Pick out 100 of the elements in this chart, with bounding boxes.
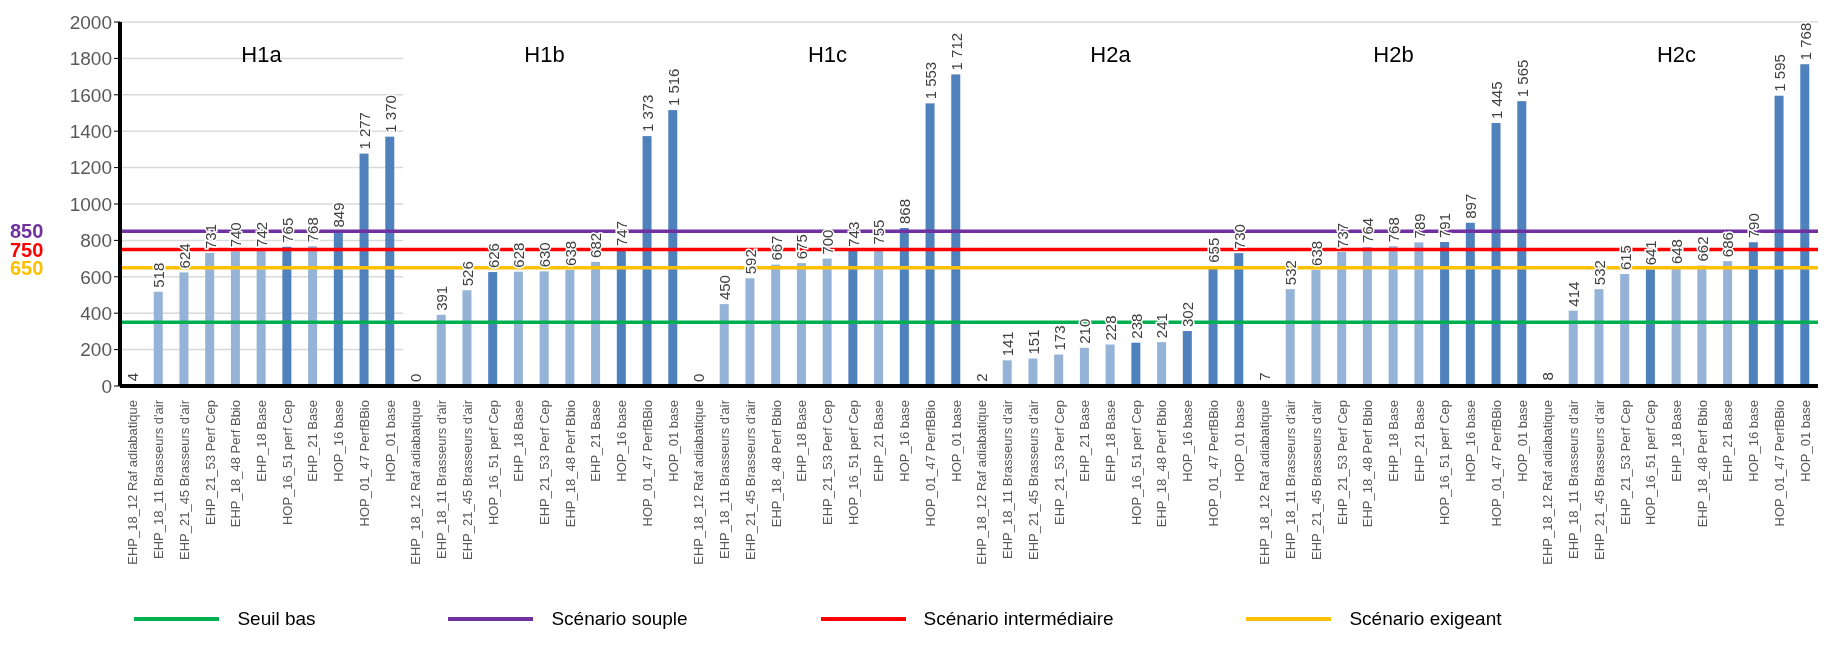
data-label: 518 <box>150 262 168 288</box>
x-tick-label: HOP_16_51 perf Cep <box>1643 400 1659 526</box>
bar <box>1645 269 1655 386</box>
x-tick-label: HOP_01 base <box>1231 400 1247 482</box>
x-tick-label: EHP_21_53 Perf Cep <box>537 400 552 526</box>
data-label: 592 <box>741 249 759 275</box>
data-label: 1 373 <box>638 94 656 133</box>
x-tick-label: EHP_18_48 Perf Bbio <box>1154 400 1170 528</box>
y-tick-label: 1600 <box>69 84 112 106</box>
x-tick-label: HOP_01_47 PerfBBio <box>922 400 938 527</box>
x-tick-label: HOP_01 base <box>382 400 398 482</box>
x-tick-label: EHP_18_48 Perf Bbio <box>1694 400 1710 528</box>
data-label: 730 <box>1230 224 1248 250</box>
bar <box>1440 242 1450 386</box>
bar <box>1054 354 1064 386</box>
x-tick-label: EHP_18 Base <box>794 400 810 482</box>
bar <box>1568 310 1578 386</box>
bar <box>1234 253 1244 386</box>
x-tick-label: HOP_01 base <box>1514 400 1530 482</box>
data-label: 731 <box>201 223 219 249</box>
data-label: 764 <box>1359 217 1377 243</box>
bar <box>1414 242 1424 386</box>
text: H2c <box>1656 42 1697 67</box>
x-tick-label: EHP_21 Base <box>871 400 887 482</box>
x-tick-label: EHP_18 Base <box>511 400 527 482</box>
x-tick-label: HOP_16_51 perf Cep <box>279 400 295 526</box>
data-label: 0 <box>407 373 425 382</box>
bar <box>719 304 729 386</box>
data-label: 173 <box>1050 325 1068 351</box>
x-tick-label: HOP_01 base <box>948 400 964 482</box>
data-label: 740 <box>227 222 245 248</box>
bar <box>333 231 343 386</box>
bar <box>462 290 472 386</box>
x-tick-label: EHP_18_48 Perf Bbio <box>768 400 784 528</box>
x-tick-label: EHP_18_12 Raf adiabatique <box>408 400 424 565</box>
bar <box>230 251 240 386</box>
bar <box>1105 344 1115 386</box>
bar <box>1079 347 1089 386</box>
y-tick-label: 1800 <box>69 48 112 70</box>
bar <box>1285 289 1295 386</box>
x-tick-label: EHP_18_12 Raf adiabatique <box>691 400 707 565</box>
x-tick-label: EHP_18_11 Brasseurs d'air <box>1000 399 1016 560</box>
x-tick-label: HOP_01_47 PerfBBio <box>356 400 372 527</box>
bar <box>205 252 215 386</box>
bar <box>591 261 601 386</box>
y-tick-label: 1400 <box>69 120 112 142</box>
data-label: 151 <box>1024 329 1042 355</box>
bar <box>1388 246 1398 386</box>
bar <box>1208 266 1218 386</box>
x-tick-label: EHP_18_11 Brasseurs d'air <box>1283 399 1299 560</box>
bar <box>668 110 678 386</box>
data-label: 755 <box>870 219 888 245</box>
x-tick-label: EHP_21_45 Brasseurs d'air <box>176 399 192 561</box>
legend-label: Scénario souple <box>551 608 688 630</box>
data-label: 141 <box>999 331 1017 357</box>
legend-label: Seuil bas <box>237 608 316 630</box>
data-label: 1 712 <box>947 32 965 71</box>
data-label: 241 <box>1153 313 1171 339</box>
bar <box>745 278 755 386</box>
bar <box>1620 274 1630 386</box>
legend-label: Scénario intermédiaire <box>923 608 1114 630</box>
bar <box>153 291 163 386</box>
data-label: 791 <box>1436 213 1454 239</box>
text: H1b <box>523 42 566 68</box>
data-label: 868 <box>896 198 914 225</box>
bar <box>642 136 652 386</box>
bar <box>1774 95 1784 386</box>
legend-label: Scénario exigeant <box>1349 608 1502 630</box>
x-tick-label: EHP_21 Base <box>1077 400 1093 482</box>
x-tick-label: EHP_21_53 Perf Cep <box>1617 400 1633 526</box>
data-label: 1 595 <box>1770 54 1788 92</box>
data-label: 302 <box>1179 302 1197 328</box>
bar <box>1491 123 1501 386</box>
bar <box>899 228 909 386</box>
data-label: 615 <box>1616 245 1634 271</box>
bar <box>1517 101 1527 386</box>
bar <box>796 263 806 386</box>
x-tick-label: EHP_21_53 Perf Cep <box>202 400 218 526</box>
data-label: 743 <box>844 221 862 247</box>
text: H1c <box>807 42 848 67</box>
x-tick-label: EHP_18_48 Perf Bbio <box>228 400 244 528</box>
bar <box>771 264 781 386</box>
data-label: 641 <box>1642 240 1660 266</box>
y-tick-label: 200 <box>80 339 112 361</box>
text: H2b <box>1373 42 1414 67</box>
x-tick-label: EHP_18_11 Brasseurs d'air <box>151 399 167 560</box>
data-label: 0 <box>690 373 708 382</box>
x-tick-label: EHP_18_48 Perf Bbio <box>1360 400 1376 528</box>
data-label: 638 <box>561 240 579 266</box>
x-tick-label: EHP_21_53 Perf Cep <box>1334 400 1350 526</box>
data-label: 638 <box>1307 240 1325 266</box>
y-tick-label: 1200 <box>69 157 112 179</box>
x-tick-label: EHP_21 Base <box>1720 400 1736 482</box>
data-label: 8 <box>1539 372 1557 381</box>
bar <box>1131 342 1141 386</box>
x-tick-label: HOP_01 base <box>1797 400 1813 482</box>
bar <box>1157 342 1167 386</box>
bar <box>513 271 523 386</box>
x-tick-label: EHP_18_11 Brasseurs d'air <box>1566 399 1582 560</box>
bar <box>848 250 858 386</box>
